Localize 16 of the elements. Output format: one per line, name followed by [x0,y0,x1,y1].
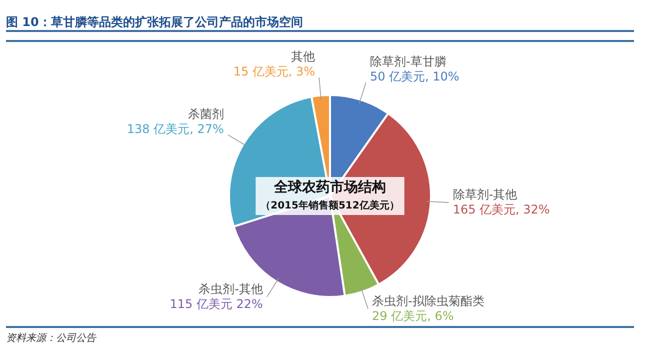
slice-label: 其他 [291,50,316,64]
text: 全球农药市场结构 [273,178,386,196]
text: （2015年销售额512亿美元） [260,200,400,212]
slice-label: 除草剂-草甘膦 [370,54,446,69]
data-label: 29 亿美元, 6% [372,308,454,323]
data-label: 15 亿美元, 3% [233,64,316,79]
text: 资料来源：公司公告 [6,332,96,345]
slice-label: 除草剂-其他 [452,188,518,202]
slice-label: 杀虫剂-拟除虫菊酯类 [372,294,484,308]
slice-label: 杀虫剂-其他 [198,282,263,296]
data-label: 50 亿美元, 10% [370,70,460,84]
slice-label: 杀菌剂 [188,106,224,121]
data-label: 165 亿美元, 32% [452,202,550,217]
data-label: 115 亿美元 22% [170,297,263,312]
data-label: 138 亿美元, 27% [126,122,224,136]
chart-title: 图 10：草甘膦等品类的扩张拓展了公司产品的市场空间 [6,14,303,31]
